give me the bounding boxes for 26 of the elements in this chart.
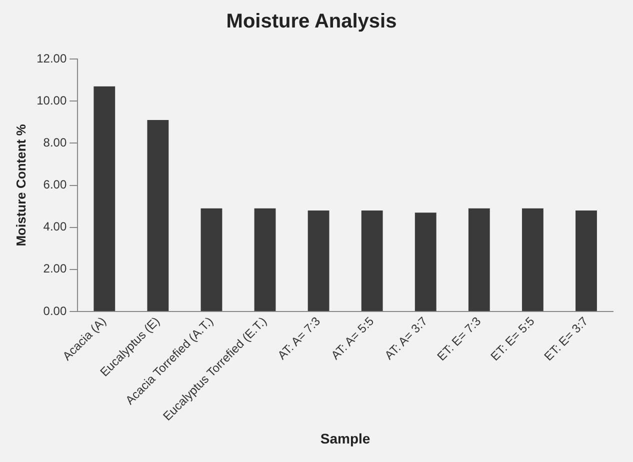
bar: [147, 120, 169, 312]
x-axis-title: Sample: [320, 430, 370, 446]
bar: [200, 208, 222, 312]
chart-title: Moisture Analysis: [226, 10, 397, 33]
x-tick-label: ET: E= 3:7: [541, 314, 591, 364]
y-tick-label: 8.00: [43, 135, 67, 150]
x-tick-label: ET: E= 7:3: [434, 314, 484, 364]
bar: [522, 208, 544, 312]
x-tick-label: ET: E= 5:5: [488, 314, 538, 364]
y-tick-label: 12.00: [36, 51, 67, 66]
bar: [576, 210, 597, 312]
y-tick-label: 4.00: [43, 220, 67, 234]
y-tick-label: 0.00: [43, 304, 67, 318]
bar: [468, 208, 490, 312]
bar: [94, 86, 116, 312]
y-tick-label: 10.00: [36, 93, 67, 108]
x-tick-label: AT: A= 5:5: [328, 314, 377, 362]
bar: [254, 208, 276, 312]
bar: [361, 210, 383, 312]
bar: [308, 210, 330, 312]
y-tick-label: 2.00: [43, 262, 67, 276]
y-tick-label: 6.00: [43, 178, 67, 192]
x-tick-label: AT: A= 7:3: [274, 314, 324, 362]
y-axis-title: Moisture Content %: [13, 124, 28, 246]
bar: [414, 212, 436, 312]
x-tick-label: AT: A= 3:7: [382, 314, 430, 362]
